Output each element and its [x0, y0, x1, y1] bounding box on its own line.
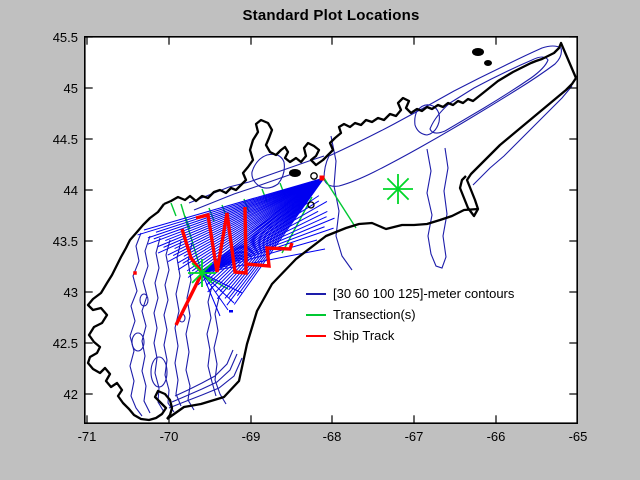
island [289, 169, 301, 177]
fan-line [201, 272, 229, 311]
contour-line [153, 237, 165, 413]
contour-line [429, 56, 549, 134]
contour-line [141, 235, 151, 414]
contour-line [472, 85, 573, 186]
coastline-path [166, 207, 479, 420]
plot-title: Standard Plot Locations [242, 7, 420, 24]
contour-line [414, 104, 440, 136]
contour-line [251, 153, 285, 189]
island [484, 60, 492, 66]
y-tick-label: 42.5 [52, 336, 78, 351]
x-tick-label: -67 [404, 429, 424, 444]
y-tick-label: 43.5 [52, 234, 78, 249]
x-tick-label: -70 [159, 429, 179, 444]
contour-line [330, 135, 353, 271]
fan-line [201, 185, 318, 274]
fan-line [201, 272, 243, 294]
fan-line [201, 200, 320, 274]
fan-line [201, 239, 318, 274]
green-asterisk [191, 262, 213, 284]
fan-line [201, 216, 327, 274]
contour-line [168, 357, 243, 409]
y-tick-label: 45 [63, 81, 78, 96]
ship-track-line [195, 206, 294, 275]
fan-line [137, 177, 325, 236]
contour-line [185, 242, 195, 411]
coastline [86, 41, 578, 422]
y-tick-label: 44.5 [52, 132, 78, 147]
fan-line [201, 226, 325, 274]
contour-line [213, 297, 227, 405]
station-circle-marker [307, 201, 315, 209]
fan-line [201, 217, 335, 274]
y-tick-label: 44 [63, 183, 78, 198]
contour-loop [139, 293, 149, 307]
transection-tick [170, 202, 177, 217]
legend-label-transections: Transection(s) [333, 307, 416, 322]
coastline-path [163, 41, 578, 206]
x-tick-label: -65 [568, 429, 588, 444]
fan-line [201, 195, 320, 274]
contour-line [206, 285, 217, 397]
legend-line-ship-track [306, 334, 326, 337]
asterisk-markers [188, 174, 413, 287]
ship-track-line [174, 228, 204, 326]
legend-label-contours: [30 60 100 125]-meter contours [333, 286, 515, 301]
legend-item-ship-track: Ship Track [306, 328, 394, 343]
station-circle-marker [310, 172, 318, 180]
ship-position-marker [319, 175, 325, 181]
axis-ticks [84, 36, 578, 424]
legend-label-ship-track: Ship Track [333, 328, 395, 343]
coastline-path [458, 77, 577, 218]
contour-line [129, 232, 143, 417]
contour-line [174, 240, 182, 407]
contour-loop [131, 332, 145, 352]
fan-line [201, 211, 328, 274]
blue-speck [229, 310, 233, 313]
y-tick-label: 42 [63, 387, 78, 402]
transection-line [180, 203, 203, 275]
plot-box-frame [84, 36, 578, 424]
legend-line-transections [306, 313, 326, 316]
fan-line [147, 177, 325, 245]
ship-position-marker [133, 271, 137, 275]
contour-line [174, 349, 234, 397]
contour-line [163, 239, 175, 413]
contour-line [171, 353, 238, 403]
x-tick-label: -71 [77, 429, 97, 444]
legend-item-contours: [30 60 100 125]-meter contours [306, 286, 514, 301]
fan-line [201, 272, 221, 317]
fan-line [201, 200, 328, 274]
fan-line [201, 210, 319, 274]
x-tick-label: -68 [322, 429, 342, 444]
island [472, 48, 484, 56]
green-asterisk [386, 177, 410, 201]
coastline-path [86, 203, 174, 422]
contour-loop [150, 356, 168, 388]
y-tick-label: 43 [63, 285, 78, 300]
contour-line [426, 147, 449, 269]
legend-line-contours [306, 292, 326, 295]
contour-line [323, 45, 562, 187]
x-tick-label: -69 [241, 429, 261, 444]
x-tick-label: -66 [486, 429, 506, 444]
ship-track [133, 175, 325, 326]
contour-line [193, 173, 293, 211]
y-tick-label: 45.5 [52, 30, 78, 45]
legend-item-transections: Transection(s) [306, 307, 416, 322]
transection-line [323, 177, 357, 229]
plot-area [84, 36, 578, 424]
